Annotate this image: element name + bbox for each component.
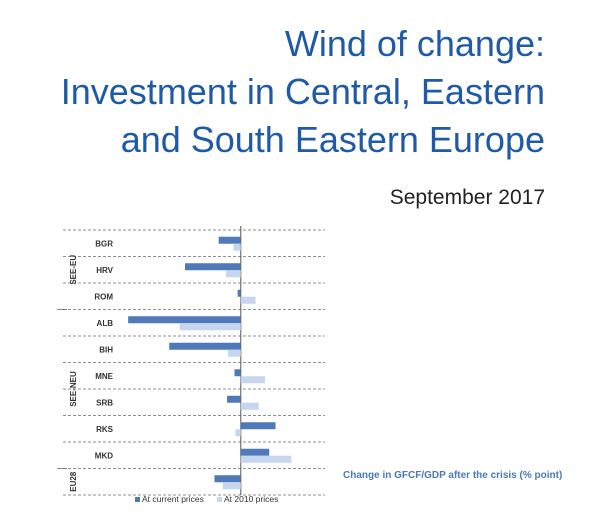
bar-current xyxy=(240,422,276,430)
category-label: MNE xyxy=(95,372,113,381)
bar-current xyxy=(169,342,241,350)
bar-constant xyxy=(228,349,241,357)
report-date: September 2017 xyxy=(389,186,545,209)
group-label: EU28 xyxy=(69,471,78,492)
legend-label: At 2010 prices xyxy=(224,494,278,504)
title-line-3: and South Eastern Europe xyxy=(120,119,545,160)
bar-constant xyxy=(240,376,265,384)
category-label: SRB xyxy=(96,398,113,407)
legend-label: At current prices xyxy=(142,494,204,504)
bar-current xyxy=(234,369,241,377)
category-label: RKS xyxy=(96,425,114,434)
group-label: SEE-NEU xyxy=(69,371,78,407)
bar-constant xyxy=(179,323,241,331)
bar-current xyxy=(214,475,241,483)
bar-constant xyxy=(235,429,241,437)
bar-current xyxy=(227,395,241,403)
bar-constant xyxy=(226,270,241,278)
bar-current xyxy=(218,236,241,244)
bar-constant xyxy=(240,455,292,463)
report-title: Wind of change: Investment in Central, E… xyxy=(61,20,545,164)
title-line-2: Investment in Central, Eastern xyxy=(60,71,545,112)
bar-current xyxy=(240,448,270,456)
bar-constant xyxy=(240,402,259,410)
bar-constant xyxy=(233,243,241,251)
bar-constant xyxy=(222,482,241,490)
category-label: BIH xyxy=(99,345,113,354)
bar-constant xyxy=(240,296,256,304)
bar-current xyxy=(128,316,241,324)
category-label: ROM xyxy=(94,292,113,301)
category-label: BGR xyxy=(95,239,113,248)
group-label: SEE-EU xyxy=(69,255,78,285)
title-line-1: Wind of change: xyxy=(284,23,545,64)
chart-caption: Change in GFCF/GDP after the crisis (% p… xyxy=(343,470,563,481)
legend-swatch xyxy=(135,497,140,502)
bar-current xyxy=(237,289,241,297)
category-label: MKD xyxy=(95,451,113,460)
category-label: ALB xyxy=(97,319,114,328)
legend-swatch xyxy=(217,497,222,502)
category-label: HRV xyxy=(96,266,113,275)
bar-current xyxy=(185,263,241,271)
